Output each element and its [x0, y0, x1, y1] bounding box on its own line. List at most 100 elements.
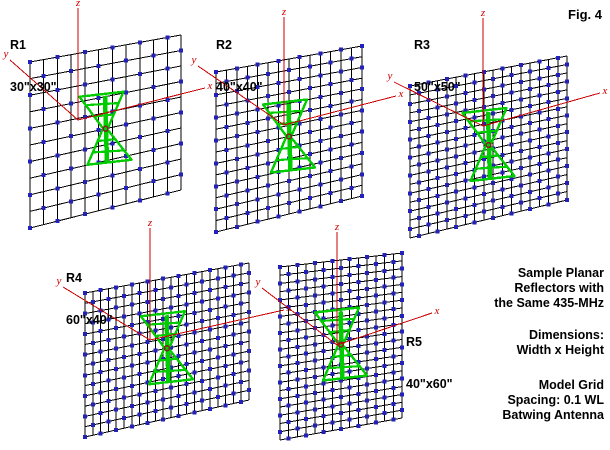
wire-node-marker — [41, 107, 46, 112]
axis-label-z: z — [75, 0, 81, 9]
wire-node-marker — [408, 84, 412, 88]
wire-node-marker — [239, 399, 244, 404]
wire-node-marker — [391, 275, 396, 280]
wire-node-marker — [454, 83, 459, 88]
grid-line-horizontal — [84, 262, 250, 294]
wire-node-marker — [417, 180, 422, 185]
wire-node-marker — [176, 373, 181, 378]
wire-node-marker — [426, 204, 431, 209]
panel-name-r4: R4 — [66, 271, 82, 285]
wire-node-marker — [122, 314, 127, 319]
wire-node-marker — [347, 305, 352, 310]
axis-label-z: z — [480, 7, 486, 19]
wire-node-marker — [179, 48, 183, 53]
wire-node-marker — [417, 198, 422, 203]
wire-node-marker — [347, 417, 352, 422]
wire-node-marker — [373, 341, 378, 346]
wire-node-marker — [400, 329, 404, 334]
grid-line-horizontal — [84, 370, 250, 407]
reflector-panel-r2: zyx — [191, 6, 404, 234]
wire-node-marker — [179, 172, 183, 177]
wire-node-marker — [278, 380, 282, 385]
wire-node-marker — [356, 359, 361, 364]
wire-node-marker — [408, 119, 412, 124]
batwing-upper-wing — [261, 98, 309, 137]
wire-node-marker — [426, 133, 431, 138]
wire-node-marker — [339, 134, 344, 139]
wire-node-marker — [297, 143, 302, 148]
wire-node-marker — [356, 391, 361, 396]
wire-node-marker — [312, 423, 317, 428]
wire-node-marker — [312, 342, 317, 347]
wire-node-marker — [349, 78, 354, 83]
wire-node-marker — [339, 69, 344, 74]
wire-node-marker — [500, 153, 505, 157]
wire-node-marker — [454, 119, 459, 124]
wire-node-marker — [106, 296, 111, 301]
wire-node-marker — [90, 340, 95, 345]
wire-node-marker — [276, 125, 281, 130]
antenna-feed-point — [163, 345, 171, 352]
wire-node-marker — [247, 349, 251, 354]
wire-node-marker — [287, 178, 291, 183]
wire-node-marker — [98, 308, 103, 313]
wire-node-marker — [266, 161, 271, 166]
wire-node-marker — [391, 338, 396, 343]
wire-node-marker — [408, 137, 412, 142]
antenna-feed-point — [485, 141, 492, 149]
wire-node-marker — [318, 51, 323, 56]
wire-node-marker — [518, 62, 523, 67]
wire-node-marker — [179, 110, 183, 115]
wire-node-marker — [417, 215, 422, 220]
wire-node-marker — [114, 366, 119, 371]
wire-node-marker — [339, 90, 344, 95]
wire-node-marker — [537, 110, 542, 115]
wire-node-marker — [565, 62, 569, 67]
wire-node-marker — [287, 90, 291, 95]
axis-line-x — [283, 95, 397, 126]
grid-line-horizontal — [84, 282, 250, 315]
wire-node-marker — [129, 282, 134, 287]
wire-node-marker — [454, 189, 459, 194]
wire-node-marker — [124, 154, 129, 159]
wire-node-marker — [145, 400, 150, 405]
wire-node-marker — [266, 183, 271, 188]
wire-node-marker — [349, 164, 354, 169]
wire-node-marker — [356, 295, 361, 300]
wire-node-marker — [391, 322, 396, 327]
wire-node-marker — [360, 129, 364, 134]
wire-node-marker — [339, 410, 343, 415]
wire-node-marker — [168, 345, 173, 350]
wire-node-marker — [391, 386, 396, 391]
batwing-rung-upper — [87, 101, 119, 107]
wire-node-marker — [168, 405, 173, 410]
wire-node-marker — [472, 220, 477, 225]
reflector-panel-r5: z y x — [255, 221, 440, 441]
wire-node-marker — [96, 128, 101, 133]
wire-node-marker — [266, 94, 271, 99]
wire-node-marker — [266, 205, 271, 210]
wire-node-marker — [373, 309, 378, 314]
wire-node-marker — [223, 304, 228, 309]
wire-node-marker — [349, 185, 354, 190]
wire-node-marker — [184, 402, 189, 407]
wire-node-marker — [330, 291, 335, 296]
wire-node-marker — [339, 266, 343, 271]
wire-node-marker — [151, 53, 156, 58]
wire-node-marker — [168, 305, 173, 310]
wire-node-marker — [318, 73, 323, 78]
wire-node-marker — [349, 56, 354, 61]
wire-node-marker — [96, 192, 101, 197]
wire-node-marker — [491, 198, 496, 203]
grid-line-horizontal — [29, 189, 182, 229]
wire-node-marker — [417, 91, 422, 96]
wire-node-markers-r2 — [214, 44, 364, 234]
wire-node-marker — [295, 328, 300, 333]
wire-node-marker — [318, 204, 323, 209]
wire-node-marker — [215, 355, 220, 360]
wire-node-marker — [444, 112, 449, 117]
wire-node-marker — [278, 330, 282, 335]
wire-node-marker — [114, 427, 119, 432]
wire-node-marker — [347, 321, 352, 326]
wire-node-marker — [565, 96, 569, 101]
